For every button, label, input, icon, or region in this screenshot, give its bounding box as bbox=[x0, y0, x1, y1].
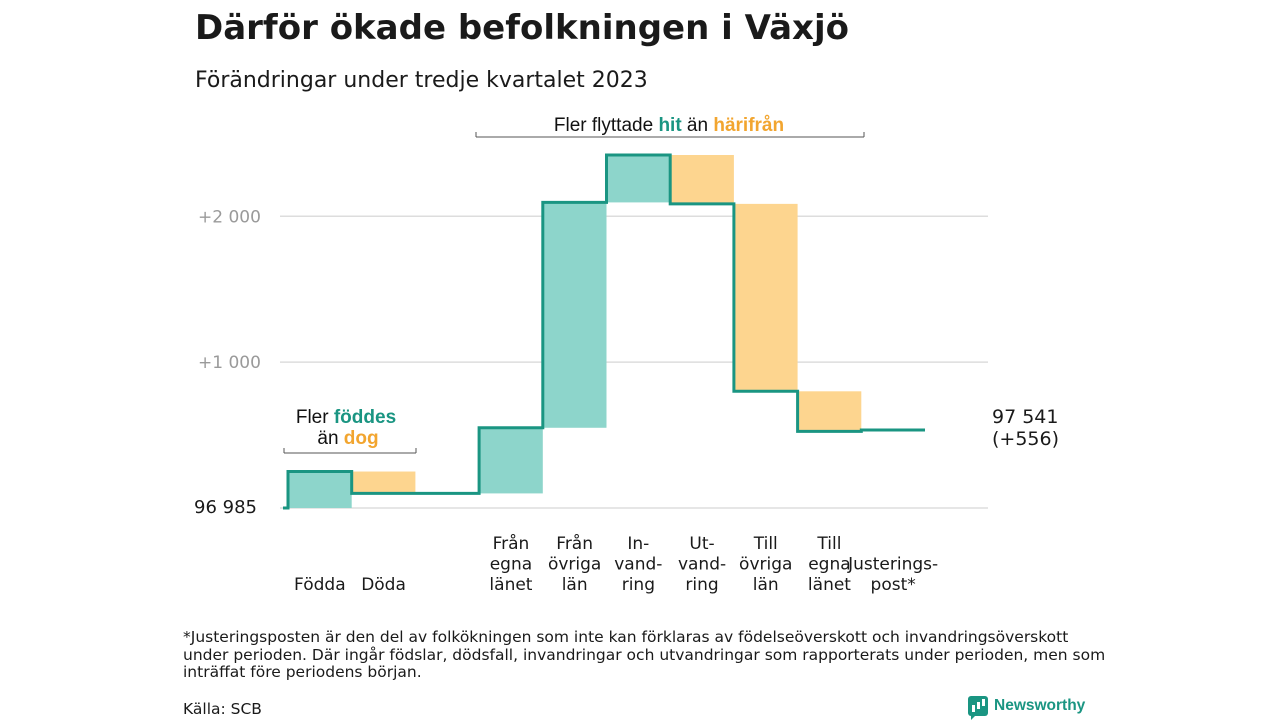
bar-3 bbox=[479, 427, 543, 494]
migration-annotation: Fler flyttade hit än härifrån bbox=[475, 115, 865, 138]
bar-0 bbox=[288, 471, 352, 508]
bar-8 bbox=[797, 391, 862, 432]
category-label-3-1: egna bbox=[490, 555, 532, 575]
category-label-7-2: län bbox=[753, 575, 779, 595]
category-label-3-2: länet bbox=[489, 575, 532, 595]
category-label-9-0: Justerings- bbox=[847, 555, 938, 575]
category-label-4-1: övriga bbox=[548, 555, 601, 575]
bar-4 bbox=[542, 202, 607, 428]
bar-6 bbox=[670, 155, 734, 204]
births-annotation-dog: dog bbox=[344, 428, 379, 449]
category-label-4-0: Från bbox=[556, 533, 593, 554]
cumulative-step-line bbox=[283, 153, 925, 510]
births-annotation-line1: Fler föddes bbox=[296, 407, 396, 428]
migration-annotation-mid: än bbox=[682, 115, 714, 136]
end-change-label: (+556) bbox=[992, 428, 1059, 450]
category-label-8-1: egna bbox=[808, 555, 850, 575]
births-annotation-pre: Fler bbox=[296, 407, 334, 428]
migration-annotation-text: Fler flyttade hit än härifrån bbox=[554, 115, 784, 136]
category-label-3-0: Från bbox=[493, 533, 530, 554]
brand-name: Newsworthy bbox=[994, 697, 1086, 714]
category-label-8-0: Till bbox=[816, 534, 841, 554]
footnote: *Justeringsposten är den del av folkökni… bbox=[183, 628, 1106, 681]
brand-logo: Newsworthy bbox=[968, 696, 1086, 720]
chart-subtitle: Förändringar under tredje kvartalet 2023 bbox=[195, 68, 648, 93]
category-label-5-1: vand- bbox=[614, 555, 662, 575]
line-layer bbox=[283, 153, 925, 510]
category-label-4-2: län bbox=[562, 575, 588, 595]
category-label-7-0: Till bbox=[753, 534, 778, 554]
y-tick-label-0: +2 000 bbox=[198, 207, 261, 227]
births-annotation-line2: än dog bbox=[317, 428, 378, 449]
migration-annotation-pre: Fler flyttade bbox=[554, 115, 659, 136]
births-annotation: Fler föddes än dog bbox=[283, 407, 417, 454]
category-label-8-2: länet bbox=[808, 575, 851, 595]
migration-annotation-hit: hit bbox=[658, 115, 682, 136]
births-annotation-foddes: föddes bbox=[334, 407, 396, 428]
category-label-6-1: vand- bbox=[678, 555, 726, 575]
category-label-6-0: Ut- bbox=[689, 534, 714, 554]
category-label-1-0: Döda bbox=[361, 575, 406, 595]
category-label-7-1: övriga bbox=[739, 555, 792, 575]
y-tick-label-1: +1 000 bbox=[198, 353, 261, 373]
migration-annotation-harifran: härifrån bbox=[713, 115, 784, 136]
source-credit: Källa: SCB bbox=[183, 700, 262, 718]
bar-7 bbox=[733, 203, 798, 392]
births-annotation-pre2: än bbox=[317, 428, 343, 449]
start-value-label: 96 985 bbox=[194, 497, 257, 518]
category-label-6-2: ring bbox=[685, 575, 718, 595]
end-value-label: 97 541 bbox=[992, 406, 1058, 428]
category-label-0-0: Födda bbox=[294, 575, 346, 595]
category-label-9-1: post* bbox=[871, 575, 916, 595]
bar-chart-speech-icon bbox=[968, 696, 988, 720]
chart-title: Därför ökade befolkningen i Växjö bbox=[195, 8, 849, 48]
category-label-5-2: ring bbox=[622, 575, 655, 595]
bar-1 bbox=[351, 471, 416, 494]
category-label-5-0: In- bbox=[627, 534, 649, 554]
bar-layer bbox=[288, 155, 862, 508]
bar-5 bbox=[606, 155, 671, 203]
grid-layer bbox=[280, 215, 988, 509]
